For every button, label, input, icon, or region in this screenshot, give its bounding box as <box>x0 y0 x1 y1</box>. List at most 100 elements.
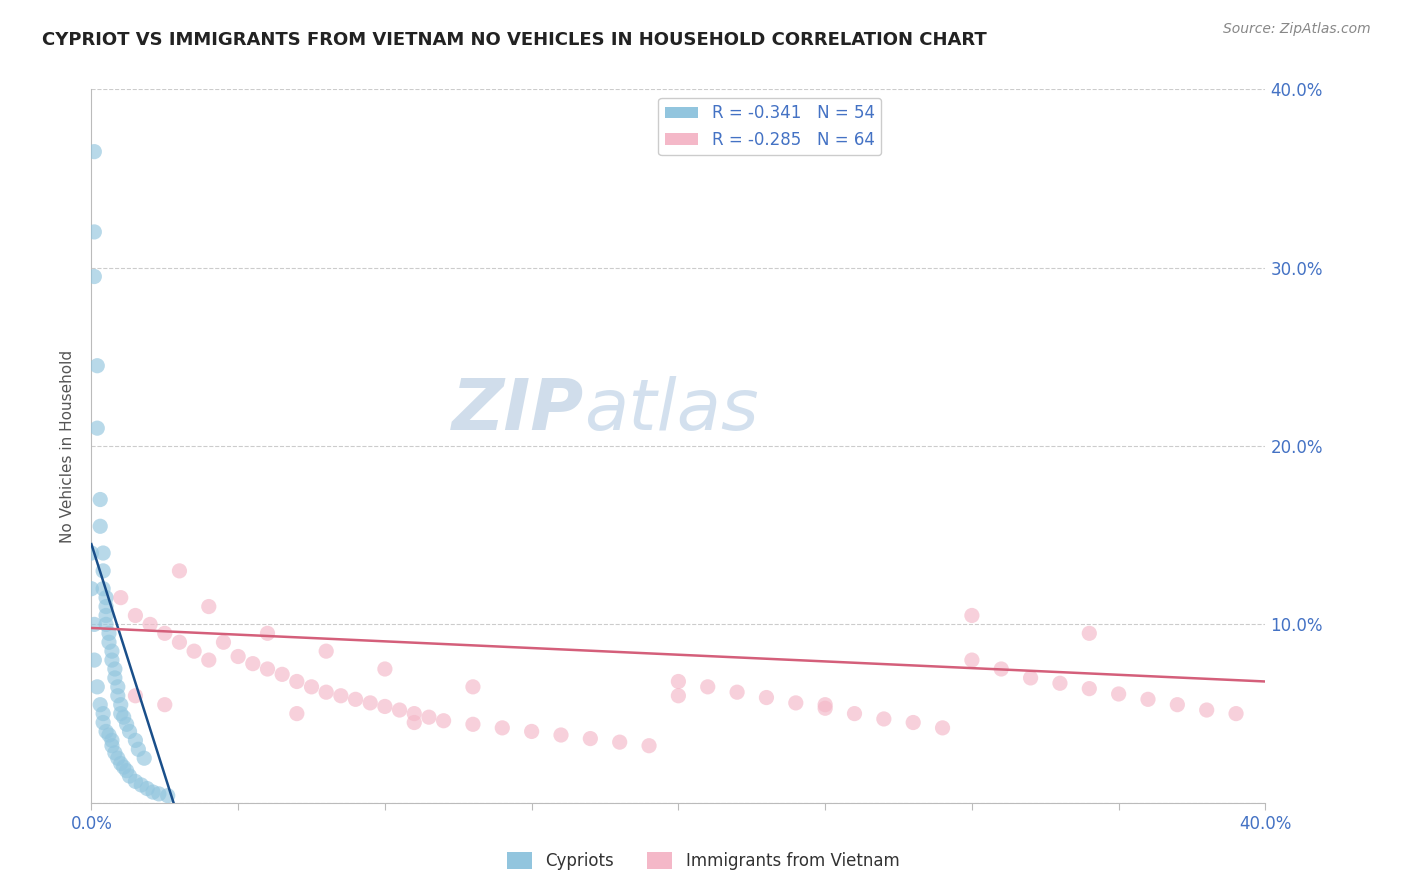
Point <box>83 617 105 632</box>
Point <box>89 492 111 507</box>
Point <box>226 649 249 664</box>
Point <box>118 724 141 739</box>
Point <box>86 359 108 373</box>
Point <box>271 667 294 681</box>
Point <box>124 608 146 623</box>
Point <box>101 733 124 747</box>
Point <box>124 733 146 747</box>
Point <box>110 706 132 721</box>
Point <box>1049 676 1071 690</box>
Point <box>89 519 111 533</box>
Point <box>197 599 219 614</box>
Point <box>931 721 953 735</box>
Point <box>1166 698 1188 712</box>
Point <box>359 696 381 710</box>
Point <box>83 145 105 159</box>
Point <box>285 674 308 689</box>
Point <box>1078 681 1101 696</box>
Point <box>814 698 837 712</box>
Point <box>183 644 205 658</box>
Point <box>91 546 114 560</box>
Point <box>107 689 129 703</box>
Point <box>83 225 105 239</box>
Point <box>169 564 191 578</box>
Point <box>374 662 396 676</box>
Point <box>107 680 129 694</box>
Point <box>696 680 718 694</box>
Text: Source: ZipAtlas.com: Source: ZipAtlas.com <box>1223 22 1371 37</box>
Point <box>94 724 117 739</box>
Point <box>609 735 631 749</box>
Point <box>110 756 132 771</box>
Point <box>169 635 191 649</box>
Point <box>127 742 149 756</box>
Point <box>86 680 108 694</box>
Point <box>1019 671 1042 685</box>
Point <box>83 269 105 284</box>
Point <box>844 706 866 721</box>
Point <box>461 717 484 731</box>
Point <box>1225 706 1247 721</box>
Point <box>94 591 117 605</box>
Text: CYPRIOT VS IMMIGRANTS FROM VIETNAM NO VEHICLES IN HOUSEHOLD CORRELATION CHART: CYPRIOT VS IMMIGRANTS FROM VIETNAM NO VE… <box>42 31 987 49</box>
Point <box>666 674 689 689</box>
Point <box>104 662 127 676</box>
Point <box>153 698 176 712</box>
Point <box>1136 692 1159 706</box>
Point <box>89 698 111 712</box>
Point <box>903 715 925 730</box>
Point <box>139 617 162 632</box>
Point <box>315 685 337 699</box>
Point <box>388 703 411 717</box>
Point <box>285 706 308 721</box>
Point <box>491 721 513 735</box>
Point <box>242 657 264 671</box>
Text: atlas: atlas <box>585 376 759 445</box>
Point <box>83 653 105 667</box>
Point <box>197 653 219 667</box>
Point <box>91 715 114 730</box>
Point <box>256 662 278 676</box>
Point <box>404 715 426 730</box>
Point <box>107 751 129 765</box>
Point <box>104 746 127 760</box>
Point <box>666 689 689 703</box>
Legend: Cypriots, Immigrants from Vietnam: Cypriots, Immigrants from Vietnam <box>501 845 905 877</box>
Point <box>104 671 127 685</box>
Point <box>115 764 138 778</box>
Point <box>212 635 235 649</box>
Point <box>98 626 121 640</box>
Point <box>550 728 572 742</box>
Point <box>112 760 135 774</box>
Point <box>990 662 1012 676</box>
Point <box>124 774 146 789</box>
Point <box>91 564 114 578</box>
Point <box>129 778 152 792</box>
Point <box>110 698 132 712</box>
Point <box>80 546 103 560</box>
Point <box>118 769 141 783</box>
Point <box>755 690 778 705</box>
Point <box>1195 703 1218 717</box>
Legend: R = -0.341   N = 54, R = -0.285   N = 64: R = -0.341 N = 54, R = -0.285 N = 64 <box>658 97 882 155</box>
Point <box>960 653 983 667</box>
Point <box>418 710 440 724</box>
Point <box>873 712 896 726</box>
Point <box>142 785 165 799</box>
Point <box>329 689 352 703</box>
Point <box>91 706 114 721</box>
Point <box>134 751 156 765</box>
Point <box>94 608 117 623</box>
Point <box>110 591 132 605</box>
Point <box>404 706 426 721</box>
Point <box>101 644 124 658</box>
Point <box>94 599 117 614</box>
Point <box>1078 626 1101 640</box>
Point <box>86 421 108 435</box>
Point <box>432 714 454 728</box>
Point <box>156 789 179 803</box>
Point <box>112 710 135 724</box>
Point <box>315 644 337 658</box>
Point <box>101 653 124 667</box>
Point <box>301 680 323 694</box>
